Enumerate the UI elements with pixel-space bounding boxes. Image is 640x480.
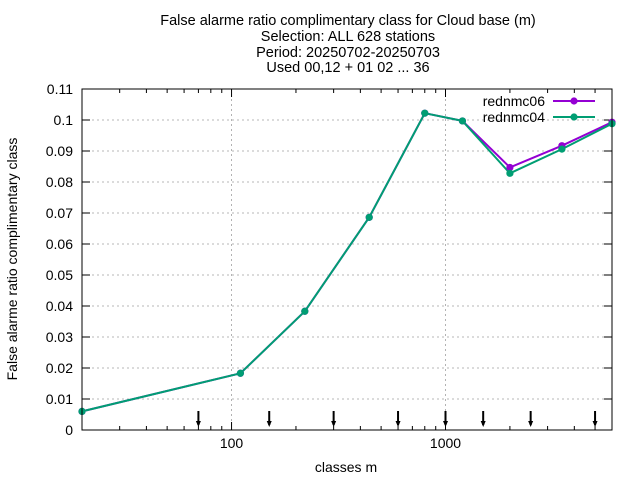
title-line-1: False alarme ratio complimentary class f…: [160, 13, 536, 29]
y-tick-label: 0.07: [46, 205, 73, 221]
class-markers: [195, 411, 598, 427]
y-tick-label: 0.06: [46, 236, 73, 252]
data-point-rednmc04: [458, 117, 467, 125]
y-tick-label: 0: [65, 422, 73, 438]
chart-title: False alarme ratio complimentary class f…: [160, 13, 536, 76]
x-axis-label: classes m: [315, 459, 377, 475]
class-marker-arrowhead: [266, 421, 272, 427]
class-marker-arrowhead: [395, 421, 401, 427]
class-marker-arrowhead: [195, 421, 201, 427]
plot-frame: [81, 88, 613, 431]
y-tick-label: 0.08: [46, 174, 73, 190]
class-marker-arrowhead: [443, 421, 449, 427]
data-point-rednmc04: [365, 213, 373, 221]
y-tick-label: 0.03: [46, 329, 73, 345]
legend-swatch-point: [570, 97, 578, 105]
y-tick-label: 0.1: [54, 112, 74, 128]
data-point-rednmc04: [506, 169, 514, 177]
y-tick-label: 0.05: [46, 267, 73, 283]
data-point-rednmc04: [421, 109, 429, 117]
x-tick-label: 1000: [430, 435, 461, 451]
class-marker-arrowhead: [592, 421, 598, 427]
class-marker-arrowhead: [480, 421, 486, 427]
grid: [82, 89, 612, 430]
series-group: [78, 109, 616, 415]
title-line-4: Used 00,12 + 01 02 ... 36: [266, 60, 429, 76]
title-line-2: Selection: ALL 628 stations: [261, 29, 435, 45]
legend-label: rednmc06: [483, 93, 545, 109]
y-tick-label: 0.04: [46, 298, 73, 314]
data-point-rednmc04: [236, 369, 245, 377]
legend-swatch-point: [570, 113, 578, 121]
data-point-rednmc04: [301, 307, 309, 315]
class-marker-arrowhead: [528, 421, 534, 427]
y-axis-label: False alarme ratio complimentary class: [4, 138, 20, 381]
x-tick-label: 100: [220, 435, 244, 451]
y-tick-label: 0.01: [46, 391, 73, 407]
ticks: 0 0.01 0.02 0.03 0.04 0.05 0.06 0.07 0.08 0.09 0.1…: [46, 81, 612, 451]
class-marker-arrowhead: [331, 421, 337, 427]
data-point-rednmc04: [558, 145, 566, 153]
y-tick-label: 0.11: [47, 81, 73, 97]
series-line-rednmc06: [81, 112, 613, 413]
data-point-rednmc06: [506, 163, 514, 172]
y-tick-label: 0.02: [46, 360, 73, 376]
legend-label: rednmc04: [483, 109, 545, 125]
title-line-3: Period: 20250702-20250703: [256, 45, 440, 61]
y-tick-label: 0.09: [46, 143, 73, 159]
